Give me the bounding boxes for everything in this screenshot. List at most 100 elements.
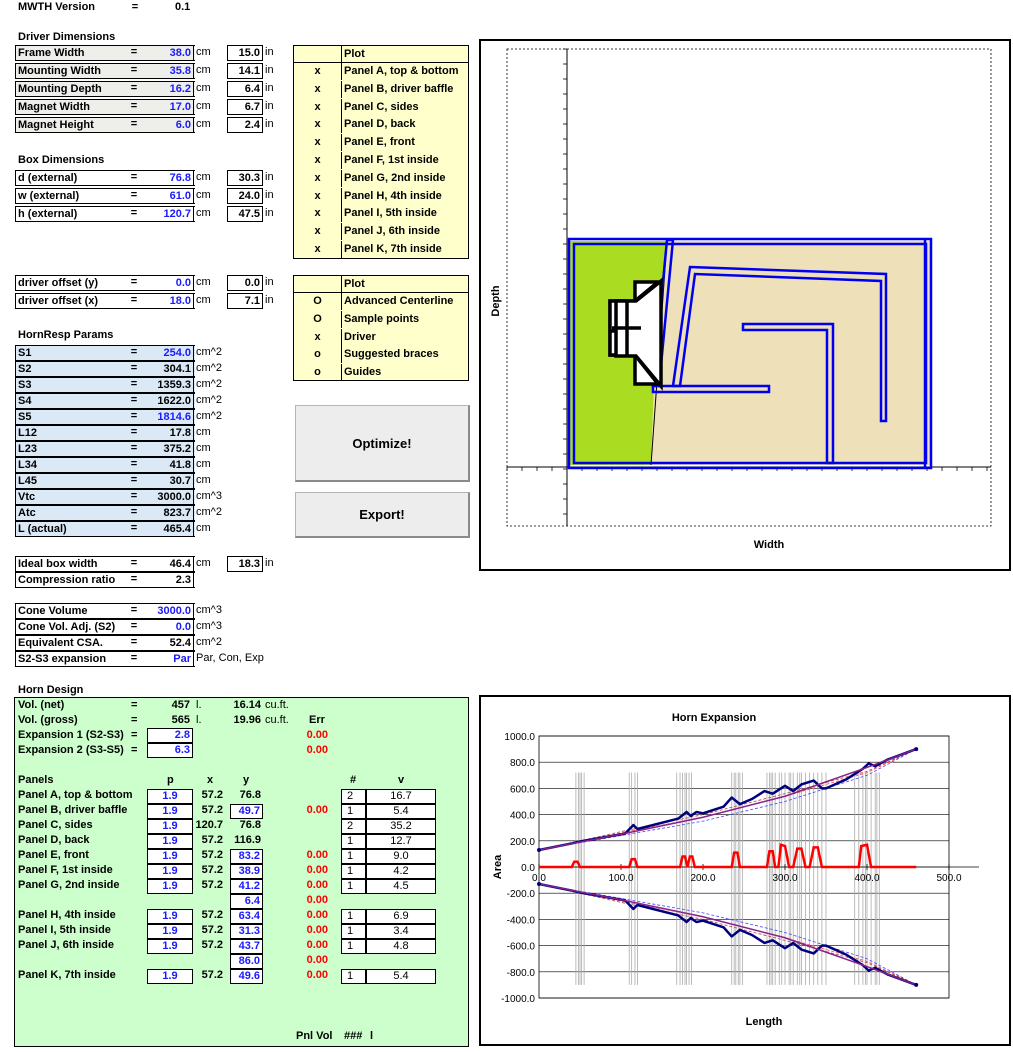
row-label: Mounting Depth — [15, 81, 195, 97]
panel-p-input[interactable]: 1.9 — [147, 939, 193, 954]
plot-toggle-mark[interactable]: o — [314, 366, 321, 379]
panel-n-value: 2 — [341, 789, 366, 804]
panel-y-input[interactable]: 41.2 — [230, 879, 263, 894]
panel-p-input[interactable]: 1.9 — [147, 864, 193, 879]
expansion2-input[interactable]: 6.3 — [147, 743, 193, 758]
row-value[interactable]: 61.0 — [148, 188, 194, 204]
row-label: S3 — [15, 377, 195, 393]
plot-option-row[interactable]: O Sample points — [294, 310, 470, 329]
row-value[interactable]: 17.8 — [148, 425, 194, 441]
panel-y-input[interactable]: 31.3 — [230, 924, 263, 939]
panel-y-input[interactable]: 49.6 — [230, 969, 263, 984]
row-value[interactable]: 35.8 — [148, 63, 194, 79]
panel-p-input[interactable]: 1.9 — [147, 804, 193, 819]
plot-toggle-mark[interactable]: x — [314, 100, 321, 113]
panel-y-input[interactable]: 63.4 — [230, 909, 263, 924]
plot-toggle-mark[interactable]: x — [314, 82, 321, 95]
panel-y-input[interactable]: 43.7 — [230, 939, 263, 954]
optimize-button[interactable]: Optimize! — [295, 405, 470, 482]
row-value[interactable]: 120.7 — [148, 206, 194, 222]
row-value[interactable]: 38.0 — [148, 45, 194, 61]
row-value[interactable]: 1622.0 — [148, 393, 194, 409]
plot-toggle-mark[interactable]: O — [313, 295, 322, 307]
err-header: Err — [309, 714, 325, 726]
plot-toggle-mark[interactable]: x — [314, 189, 321, 202]
row-value[interactable]: 18.0 — [148, 293, 194, 309]
plot-option-row[interactable]: x Panel C, sides — [294, 98, 470, 117]
row-value[interactable]: 52.4 — [148, 635, 194, 651]
row-value[interactable]: 375.2 — [148, 441, 194, 457]
row-value[interactable]: 3000.0 — [148, 489, 194, 505]
plot-toggle-mark[interactable]: x — [314, 330, 321, 343]
panel-p-input[interactable]: 1.9 — [147, 789, 193, 804]
row-unit: cm^3 — [196, 604, 222, 616]
plot-option-row[interactable]: x Driver — [294, 328, 470, 347]
panel-row-label: Panel C, sides — [18, 819, 93, 831]
row-value[interactable]: 254.0 — [148, 345, 194, 361]
plot-toggle-mark[interactable]: x — [314, 65, 321, 77]
row-value[interactable]: 17.0 — [148, 99, 194, 115]
row-value[interactable]: 46.4 — [148, 556, 194, 572]
plot-toggle-mark[interactable]: x — [314, 225, 321, 238]
panel-p-input[interactable]: 1.9 — [147, 849, 193, 864]
plot-toggle-mark[interactable]: x — [314, 154, 321, 166]
plot-option-row[interactable]: o Guides — [294, 364, 470, 382]
row-value[interactable]: 0.0 — [148, 619, 194, 635]
reference-curve — [538, 748, 917, 851]
plot-option-row[interactable]: x Panel J, 6th inside — [294, 223, 470, 241]
row-value[interactable]: Par — [148, 651, 194, 667]
plot-toggle-mark[interactable]: x — [314, 207, 321, 220]
panel-y-input[interactable]: 83.2 — [230, 849, 263, 864]
row-value[interactable]: 76.8 — [148, 170, 194, 186]
panel-y-input[interactable]: 38.9 — [230, 864, 263, 879]
row-value[interactable]: 6.0 — [148, 117, 194, 133]
row-label: L (actual) — [15, 521, 195, 537]
row-eq: = — [130, 378, 138, 390]
hornresp-title: HornResp Params — [18, 329, 114, 341]
plot-option-row[interactable]: x Panel A, top & bottom — [294, 63, 470, 81]
panel-p-input[interactable]: 1.9 — [147, 969, 193, 984]
row-value[interactable]: 16.2 — [148, 81, 194, 97]
row-value[interactable]: 30.7 — [148, 473, 194, 489]
plot-option-row[interactable]: x Panel F, 1st inside — [294, 152, 470, 170]
plot-option-row[interactable]: x Panel G, 2nd inside — [294, 169, 473, 188]
plot-option-row[interactable]: x Panel H, 4th inside — [294, 187, 470, 206]
panel-p-input[interactable]: 1.9 — [147, 924, 193, 939]
expansion1-err: 0.00 — [306, 729, 328, 741]
plot-option-row[interactable]: o Suggested braces — [294, 346, 470, 364]
panel-y-input[interactable]: 6.4 — [230, 894, 263, 909]
row-value[interactable]: 1359.3 — [148, 377, 194, 393]
plot-toggle-mark[interactable]: O — [313, 312, 322, 325]
plot-toggle-mark[interactable]: x — [314, 243, 321, 255]
row-value[interactable]: 304.1 — [148, 361, 194, 377]
export-button[interactable]: Export! — [295, 492, 470, 538]
y-axis-label: Area — [492, 854, 504, 879]
row-value[interactable]: 1814.6 — [148, 409, 194, 425]
plot-option-row[interactable]: x Panel D, back — [294, 116, 470, 134]
row-unit: cm^2 — [196, 346, 222, 358]
plot-option-row[interactable]: x Panel K, 7th inside — [294, 241, 470, 259]
row-value[interactable]: 465.4 — [148, 521, 194, 537]
row-value[interactable]: 41.8 — [148, 457, 194, 473]
panel-p-input[interactable]: 1.9 — [147, 819, 193, 834]
plot-option-row[interactable]: x Panel I, 5th inside — [294, 205, 470, 223]
panel-p-input[interactable]: 1.9 — [147, 834, 193, 849]
row-value[interactable]: 3000.0 — [148, 603, 194, 619]
row-value[interactable]: 2.3 — [148, 572, 194, 588]
plot-toggle-mark[interactable]: x — [314, 136, 321, 149]
panel-p-input[interactable]: 1.9 — [147, 879, 193, 894]
plot-option-row[interactable]: O Advanced Centerline — [294, 293, 470, 311]
plot-toggle-mark[interactable]: x — [314, 171, 321, 184]
plot-option-row[interactable]: x Panel B, driver baffle — [294, 80, 470, 99]
plot-toggle-mark[interactable]: o — [314, 348, 321, 361]
panel-y-input[interactable]: 49.7 — [230, 804, 263, 819]
row-value[interactable]: 823.7 — [148, 505, 194, 521]
panel-p-input[interactable]: 1.9 — [147, 909, 193, 924]
plot-toggle-mark[interactable]: x — [314, 118, 321, 131]
panel-n-value: 1 — [341, 879, 366, 894]
plot-option-row[interactable]: x Panel E, front — [294, 134, 470, 152]
panel-y-input[interactable]: 86.0 — [230, 954, 263, 969]
plot-option-label: Panel G, 2nd inside — [341, 169, 473, 187]
expansion1-input[interactable]: 2.8 — [147, 728, 193, 743]
row-value[interactable]: 0.0 — [148, 275, 194, 291]
